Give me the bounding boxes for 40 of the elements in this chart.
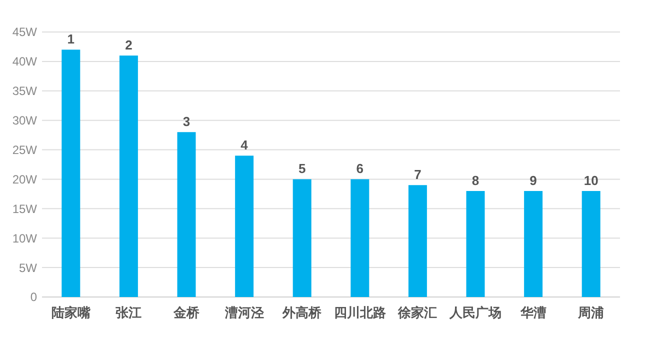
bar [524,191,543,297]
bar [119,56,138,297]
annotation: 10 [584,173,598,188]
bar [466,191,485,297]
y-tick-label: 40W [12,54,38,69]
annotation: 8 [472,173,480,188]
annotation: 1 [67,32,75,47]
y-tick-label: 5W [19,260,38,275]
annotation: 2 [125,38,132,53]
bar [62,50,80,297]
y-tick-label: 25W [12,142,38,157]
y-tick-label: 20W [12,172,38,186]
x-tick-label: 华漕 [519,305,546,320]
x-tick-label: 外高桥 [282,305,323,320]
bar [582,191,600,297]
annotation: 6 [356,161,364,176]
x-tick-label: 周浦 [577,305,604,320]
y-tick-label: 30W [12,114,38,128]
y-tick-label: 15W [12,202,38,216]
y-tick-label: 35W [12,84,38,98]
annotation: 9 [530,173,537,188]
y-tick-label: 45W [12,25,38,40]
x-tick-label: 人民广场 [448,305,502,320]
bar [350,179,370,297]
bar [408,185,427,297]
x-tick-label: 金桥 [172,305,200,320]
annotation: 7 [414,167,422,182]
annotation: 4 [240,138,249,153]
x-tick-label: 四川北路 [334,305,386,320]
y-tick-label: 0 [30,290,38,304]
bar [292,179,312,297]
x-tick-label: 徐家汇 [397,305,438,320]
bar [235,156,254,297]
bar [177,132,196,297]
annotation: 5 [298,161,306,176]
y-tick-label: 10W [12,231,38,246]
x-tick-label: 张江 [116,305,142,320]
x-tick-label: 漕河泾 [224,305,264,320]
annotation: 3 [182,114,190,130]
x-tick-label: 陆家嘴 [51,305,92,320]
